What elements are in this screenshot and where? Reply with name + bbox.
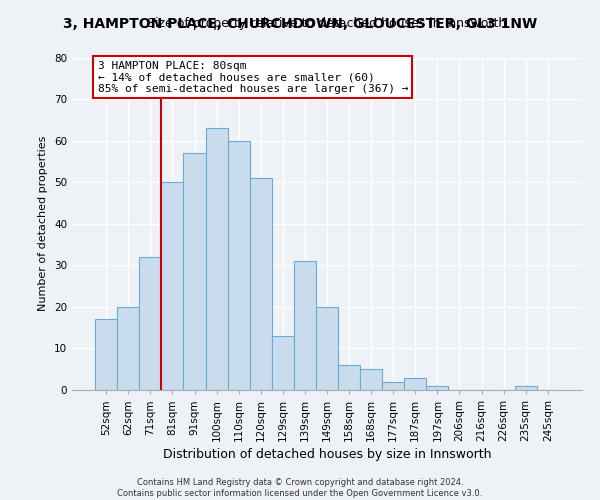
Bar: [250, 178, 272, 390]
Text: 3 HAMPTON PLACE: 80sqm
← 14% of detached houses are smaller (60)
85% of semi-det: 3 HAMPTON PLACE: 80sqm ← 14% of detached…: [97, 61, 408, 94]
Bar: [95, 320, 117, 390]
Bar: [316, 307, 338, 390]
Bar: [272, 336, 294, 390]
Bar: [338, 365, 360, 390]
Bar: [382, 382, 404, 390]
Bar: [360, 369, 382, 390]
Bar: [515, 386, 537, 390]
Bar: [227, 140, 250, 390]
Bar: [184, 153, 206, 390]
Text: Contains HM Land Registry data © Crown copyright and database right 2024.
Contai: Contains HM Land Registry data © Crown c…: [118, 478, 482, 498]
Bar: [117, 307, 139, 390]
Bar: [139, 257, 161, 390]
Y-axis label: Number of detached properties: Number of detached properties: [38, 136, 49, 312]
Bar: [404, 378, 427, 390]
Text: 3, HAMPTON PLACE, CHURCHDOWN, GLOUCESTER, GL3 1NW: 3, HAMPTON PLACE, CHURCHDOWN, GLOUCESTER…: [63, 18, 537, 32]
Bar: [161, 182, 184, 390]
Bar: [294, 261, 316, 390]
Bar: [206, 128, 227, 390]
X-axis label: Distribution of detached houses by size in Innsworth: Distribution of detached houses by size …: [163, 448, 491, 461]
Bar: [427, 386, 448, 390]
Title: Size of property relative to detached houses in Innsworth: Size of property relative to detached ho…: [148, 17, 506, 30]
